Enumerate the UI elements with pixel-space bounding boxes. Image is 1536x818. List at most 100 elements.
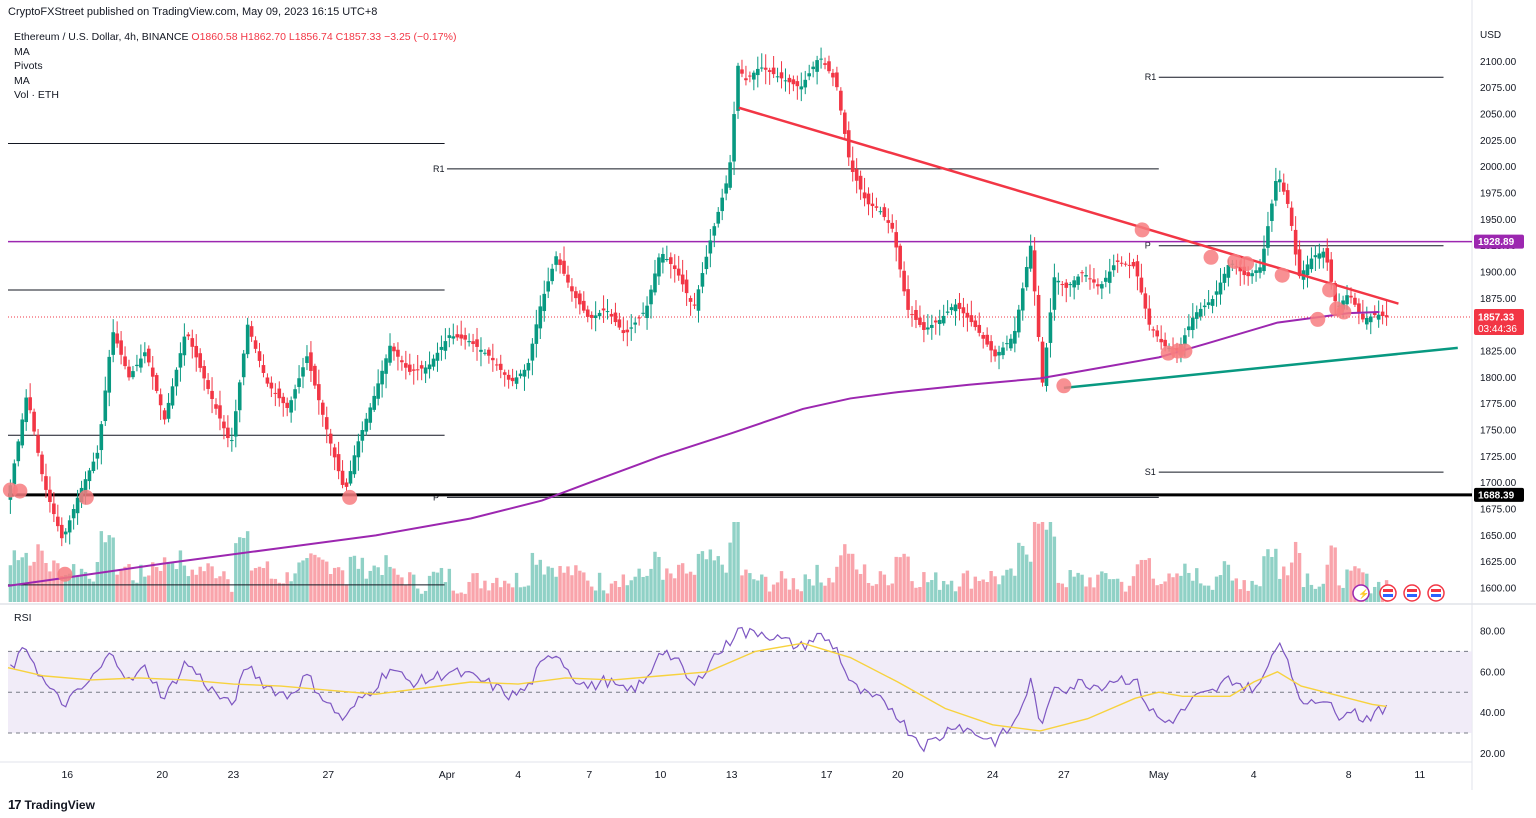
- candle-body: [989, 341, 993, 351]
- candle-body: [906, 289, 910, 310]
- volume-bar: [158, 570, 163, 602]
- volume-bar: [1052, 536, 1057, 602]
- candle-body: [969, 315, 974, 323]
- volume-bar: [993, 576, 997, 602]
- indicator-pivots[interactable]: Pivots: [14, 60, 43, 72]
- volume-bar: [997, 584, 1001, 602]
- volume-bar: [953, 591, 958, 602]
- candle-body: [483, 352, 487, 354]
- candle-body: [1254, 270, 1258, 273]
- candle-body: [435, 352, 440, 361]
- candle-body: [233, 411, 238, 437]
- candle-body: [364, 418, 369, 432]
- volume-bar: [111, 537, 115, 602]
- volume-bar: [12, 550, 17, 602]
- footer-brand[interactable]: 17 TradingView: [8, 797, 95, 812]
- candle-body: [672, 265, 677, 270]
- volume-bar: [1206, 585, 1211, 602]
- candle-body: [368, 407, 373, 423]
- candle-body: [949, 307, 954, 311]
- volume-bar: [1218, 575, 1223, 602]
- candle-body: [522, 369, 527, 377]
- volume-bar: [293, 573, 297, 602]
- candle-body: [1111, 265, 1116, 271]
- candle-body: [1020, 288, 1025, 311]
- price-tick-label: 1975.00: [1480, 189, 1517, 200]
- volume-bar: [28, 565, 32, 602]
- candle-body: [186, 334, 191, 337]
- candle-body: [953, 304, 958, 312]
- candle-body: [882, 207, 887, 218]
- volume-bar: [886, 585, 890, 602]
- volume-bar: [1333, 547, 1337, 602]
- indicator-ma-1[interactable]: MA: [14, 45, 30, 58]
- candle-body: [823, 63, 827, 65]
- time-tick-label: 17: [821, 769, 833, 781]
- volume-bar: [297, 562, 301, 602]
- candle-body: [277, 388, 282, 399]
- volume-bar: [744, 569, 748, 602]
- volume-bar: [756, 580, 760, 602]
- volume-bar: [878, 571, 883, 602]
- candle-body: [850, 160, 855, 172]
- candle-body: [75, 497, 80, 514]
- volume-bar: [1080, 574, 1084, 602]
- candle-body: [16, 441, 21, 462]
- candle-body: [214, 404, 218, 409]
- volume-bar: [301, 560, 305, 602]
- rsi-pane-label: RSI: [14, 612, 32, 624]
- candle-body: [799, 86, 804, 90]
- volume-bar: [459, 592, 463, 602]
- volume-bar: [162, 557, 167, 602]
- rsi-ma-line: [7, 642, 1387, 732]
- time-tick-label: 7: [586, 769, 592, 781]
- candle-body: [20, 419, 25, 446]
- candle-body: [388, 345, 392, 363]
- volume-bar: [1115, 578, 1120, 602]
- volume-bar: [83, 571, 88, 602]
- candle-body: [597, 312, 602, 317]
- symbol-title[interactable]: Ethereum / U.S. Dollar, 4h, BINANCE: [14, 31, 189, 43]
- candle-body: [328, 433, 333, 444]
- candle-body: [605, 311, 610, 313]
- candle-body: [135, 364, 139, 367]
- volume-bar: [67, 573, 72, 602]
- candle-body: [625, 329, 630, 333]
- candle-body: [107, 356, 112, 393]
- volume-bar: [1329, 545, 1333, 602]
- candle-body: [332, 447, 337, 458]
- candle-body: [178, 353, 183, 368]
- volume-bar: [621, 574, 626, 602]
- candle-body: [1147, 308, 1152, 325]
- volume-bar: [1017, 542, 1021, 602]
- candle-body: [637, 317, 641, 319]
- volume-bar: [412, 574, 416, 602]
- candle-body: [578, 293, 582, 305]
- candle-body: [99, 424, 104, 451]
- volume-bar: [941, 580, 946, 602]
- indicator-volume[interactable]: Vol · ETH: [14, 89, 59, 101]
- candle-body: [526, 362, 531, 371]
- candle-body: [1357, 303, 1361, 313]
- candle-body: [633, 322, 638, 325]
- volume-bar: [1278, 578, 1282, 602]
- volume-bar: [716, 556, 720, 602]
- touch-markers: [2, 222, 1352, 582]
- candle-body: [502, 372, 507, 375]
- candle-body: [28, 397, 32, 411]
- indicator-ma-2[interactable]: MA: [14, 74, 30, 87]
- volume-bar: [680, 563, 685, 602]
- candle-body: [787, 77, 792, 83]
- time-tick-label: 20: [892, 769, 904, 781]
- candle-body: [1258, 267, 1262, 273]
- candle-body: [1289, 207, 1294, 226]
- candle-body: [775, 76, 780, 78]
- volume-bar: [1266, 549, 1270, 602]
- volume-bar: [977, 580, 981, 602]
- volume-bar: [1301, 587, 1306, 602]
- volume-bar: [1108, 579, 1112, 602]
- candle-body: [550, 268, 554, 282]
- volume-bar: [56, 563, 60, 602]
- volume-bar: [340, 570, 345, 602]
- volume-bar: [1345, 569, 1349, 602]
